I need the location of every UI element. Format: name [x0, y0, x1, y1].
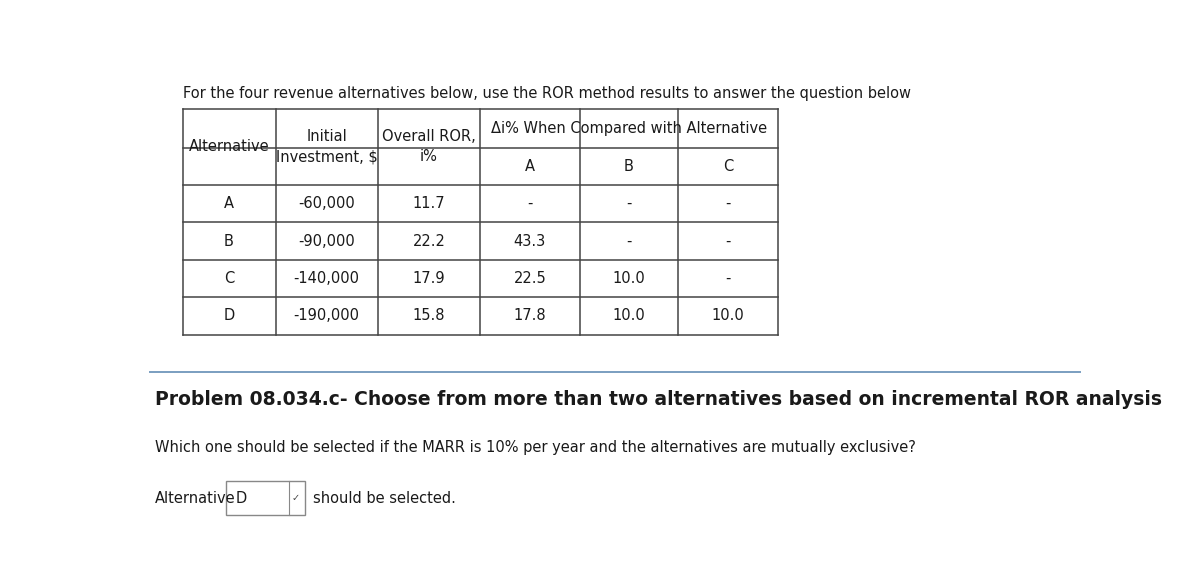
Text: 10.0: 10.0: [712, 308, 744, 323]
Text: Initial
Investment, $: Initial Investment, $: [276, 129, 378, 164]
Text: -: -: [527, 196, 533, 211]
Text: 22.2: 22.2: [413, 233, 445, 249]
Text: Which one should be selected if the MARR is 10% per year and the alternatives ar: Which one should be selected if the MARR…: [155, 440, 916, 455]
Text: 10.0: 10.0: [612, 308, 646, 323]
Text: -: -: [725, 196, 731, 211]
Text: A: A: [524, 159, 535, 173]
Text: -60,000: -60,000: [299, 196, 355, 211]
Text: should be selected.: should be selected.: [313, 491, 456, 506]
Text: -: -: [725, 233, 731, 249]
Text: Alternative: Alternative: [155, 491, 235, 506]
Text: 43.3: 43.3: [514, 233, 546, 249]
Text: Problem 08.034.c- Choose from more than two alternatives based on incremental RO: Problem 08.034.c- Choose from more than …: [155, 390, 1162, 409]
Text: 22.5: 22.5: [514, 271, 546, 286]
Text: -: -: [725, 271, 731, 286]
Text: For the four revenue alternatives below, use the ROR method results to answer th: For the four revenue alternatives below,…: [182, 86, 911, 101]
Text: A: A: [224, 196, 234, 211]
Text: 15.8: 15.8: [413, 308, 445, 323]
Text: 11.7: 11.7: [413, 196, 445, 211]
Text: -: -: [626, 233, 631, 249]
FancyBboxPatch shape: [227, 482, 305, 516]
Text: Overall ROR,
i%: Overall ROR, i%: [382, 129, 476, 164]
Text: -190,000: -190,000: [294, 308, 360, 323]
Text: C: C: [722, 159, 733, 173]
Text: -: -: [626, 196, 631, 211]
Text: 10.0: 10.0: [612, 271, 646, 286]
Text: C: C: [224, 271, 234, 286]
Text: 17.8: 17.8: [514, 308, 546, 323]
Text: -90,000: -90,000: [299, 233, 355, 249]
Text: ✓: ✓: [292, 493, 300, 503]
Text: D: D: [235, 491, 247, 506]
Text: -140,000: -140,000: [294, 271, 360, 286]
Text: B: B: [224, 233, 234, 249]
Text: Δi% When Compared with Alternative: Δi% When Compared with Alternative: [491, 121, 767, 136]
Text: Alternative: Alternative: [188, 139, 269, 155]
Text: D: D: [223, 308, 235, 323]
Text: B: B: [624, 159, 634, 173]
Text: 17.9: 17.9: [413, 271, 445, 286]
